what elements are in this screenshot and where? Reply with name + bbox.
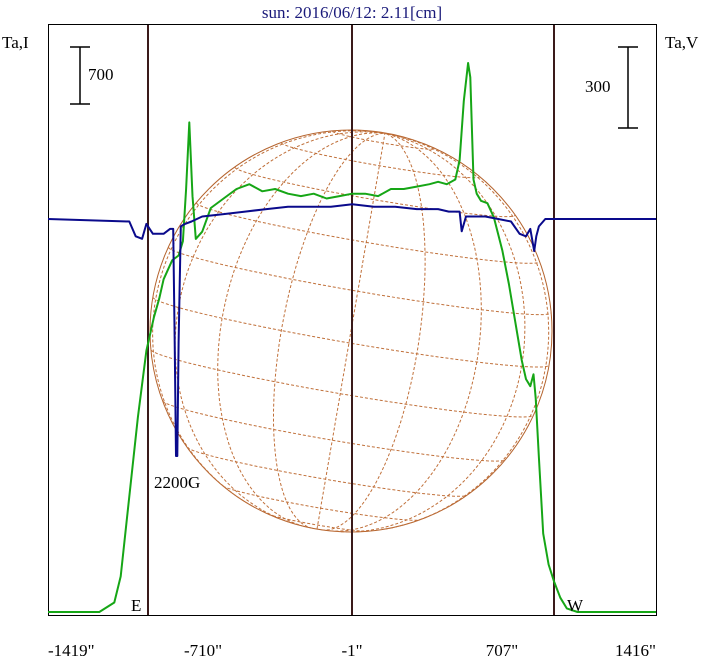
x-tick-label: -710" — [184, 641, 222, 660]
scale-bar-left: 700 — [70, 46, 114, 105]
solar-grid-line — [222, 485, 421, 521]
east-limb-label: E — [131, 596, 141, 615]
solar-grid-line — [150, 349, 534, 418]
scale-bar-left-label: 700 — [88, 65, 114, 84]
x-tick-label: -1" — [341, 641, 362, 660]
solar-grid-line — [330, 132, 482, 532]
solar-disk — [149, 129, 553, 533]
solar-grid-line — [162, 400, 506, 462]
series-line-polarization — [47, 203, 656, 457]
solar-grid-line — [280, 142, 480, 179]
chart-title: sun: 2016/06/12: 2.11[cm] — [262, 3, 442, 22]
solar-grid-line — [273, 132, 385, 529]
solar-grid-line — [316, 133, 386, 530]
solar-grid-line — [384, 132, 550, 530]
solar-grid-line — [268, 513, 368, 532]
scale-bar-right: 300 — [585, 46, 638, 129]
x-tick-label: -1419" — [48, 641, 95, 660]
solar-grid-line — [152, 130, 385, 507]
plot-frame — [48, 24, 657, 616]
x-axis-ticks: -1419" -710" -1" 707" 1416" — [48, 641, 656, 660]
solar-grid-line — [341, 132, 526, 533]
solar-grid-line — [321, 132, 426, 531]
solar-grid — [150, 130, 552, 533]
annotation-2200g: 2200G — [154, 473, 200, 492]
x-tick-label: 707" — [486, 641, 518, 660]
y-right-label: Ta,V — [665, 33, 699, 52]
solar-grid-line — [174, 131, 385, 524]
solar-grid-line — [332, 130, 436, 150]
solar-grid-line — [234, 166, 516, 218]
series-group — [47, 62, 656, 613]
y-left-label: Ta,I — [2, 33, 29, 52]
solar-grid-line — [186, 447, 467, 497]
solar-grid-line — [167, 246, 552, 316]
series-line-intensity — [48, 62, 656, 613]
scale-bar-right-label: 300 — [585, 77, 611, 96]
west-limb-label: W — [567, 596, 584, 615]
solar-grid-line — [217, 132, 385, 527]
solar-grid-line — [152, 297, 550, 368]
solar-grid-line — [195, 202, 540, 264]
x-tick-label: 1416" — [615, 641, 656, 660]
